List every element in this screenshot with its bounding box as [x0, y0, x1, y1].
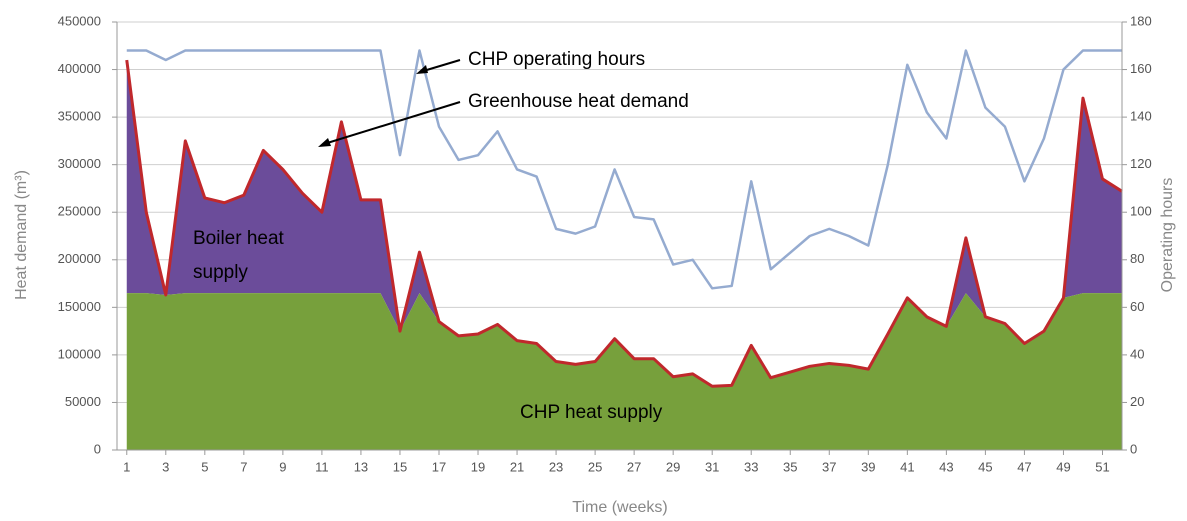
- y-tick-label: 450000: [58, 13, 101, 28]
- x-tick-label: 17: [432, 459, 446, 474]
- x-tick-label: 23: [549, 459, 563, 474]
- y2-tick-label: 180: [1130, 13, 1152, 28]
- y-tick-label: 0: [94, 441, 101, 456]
- y-tick-label: 400000: [58, 61, 101, 76]
- x-tick-label: 33: [744, 459, 758, 474]
- x-axis-title: Time (weeks): [572, 499, 667, 516]
- x-tick-label: 31: [705, 459, 719, 474]
- y-tick-label: 50000: [65, 394, 101, 409]
- x-tick-label: 19: [471, 459, 485, 474]
- y-tick-label: 200000: [58, 251, 101, 266]
- y-axis-title: Heat demand (m³): [13, 170, 30, 300]
- arrowhead: [416, 65, 428, 74]
- annotation: CHP operating hours: [468, 49, 645, 70]
- area: [126, 293, 1123, 450]
- line: [126, 49, 1122, 290]
- annotation: CHP heat supply: [520, 402, 663, 423]
- x-tick-label: 13: [354, 459, 368, 474]
- x-tick-label: 1: [123, 459, 130, 474]
- y2-tick-label: 100: [1130, 204, 1152, 219]
- y2-tick-label: 40: [1130, 346, 1144, 361]
- x-tick-label: 49: [1056, 459, 1070, 474]
- y-tick-label: 350000: [58, 109, 101, 124]
- y2-axis-title: Operating hours: [1159, 178, 1176, 293]
- x-tick-label: 7: [240, 459, 247, 474]
- x-tick-label: 3: [162, 459, 169, 474]
- y-tick-label: 100000: [58, 346, 101, 361]
- arrowhead: [318, 138, 331, 147]
- x-tick-label: 35: [783, 459, 797, 474]
- y2-tick-label: 0: [1130, 441, 1137, 456]
- x-tick-label: 39: [861, 459, 875, 474]
- annotation: Greenhouse heat demand: [468, 91, 689, 112]
- x-tick-label: 41: [900, 459, 914, 474]
- line: [125, 59, 1123, 388]
- x-tick-label: 25: [588, 459, 602, 474]
- arrow: [323, 101, 461, 145]
- boiler-area: [126, 60, 1123, 387]
- y2-tick-label: 140: [1130, 109, 1152, 124]
- x-tick-label: 51: [1095, 459, 1109, 474]
- x-tick-label: 5: [201, 459, 208, 474]
- x-tick-label: 47: [1017, 459, 1031, 474]
- y-tick-label: 150000: [58, 299, 101, 314]
- y-tick-label: 250000: [58, 204, 101, 219]
- y2-tick-label: 60: [1130, 299, 1144, 314]
- x-tick-label: 21: [510, 459, 524, 474]
- y2-tick-label: 120: [1130, 156, 1152, 171]
- x-tick-label: 9: [279, 459, 286, 474]
- x-tick-label: 37: [822, 459, 836, 474]
- y2-tick-label: 80: [1130, 251, 1144, 266]
- y2-tick-label: 160: [1130, 61, 1152, 76]
- x-tick-label: 27: [627, 459, 641, 474]
- y2-tick-label: 20: [1130, 394, 1144, 409]
- x-tick-label: 29: [666, 459, 680, 474]
- x-tick-label: 45: [978, 459, 992, 474]
- annotation: Boiler heat supply: [193, 228, 284, 283]
- x-tick-label: 11: [315, 459, 329, 474]
- x-tick-label: 43: [939, 459, 953, 474]
- y-tick-label: 300000: [58, 156, 101, 171]
- x-tick-label: 15: [393, 459, 407, 474]
